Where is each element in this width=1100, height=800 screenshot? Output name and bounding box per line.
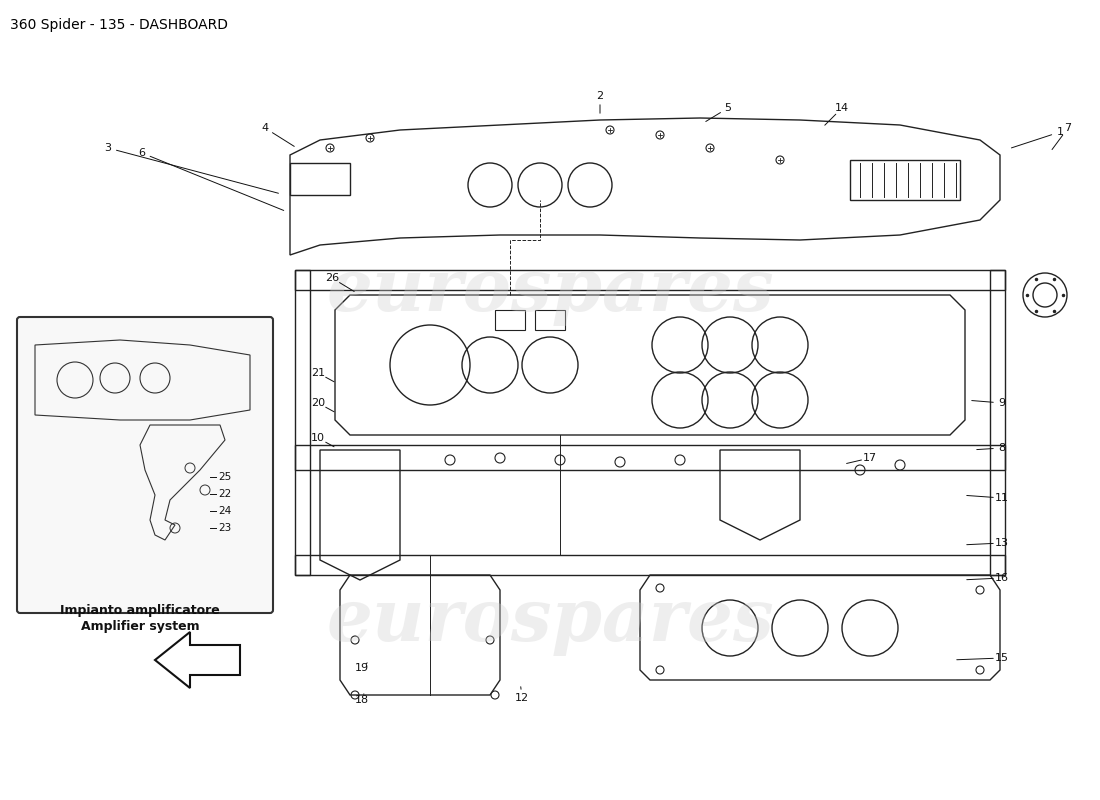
Text: 20: 20 bbox=[311, 398, 326, 408]
Polygon shape bbox=[155, 632, 240, 688]
Bar bbox=[850, 160, 960, 200]
Text: 2: 2 bbox=[596, 91, 604, 101]
Text: 6: 6 bbox=[139, 148, 145, 158]
Text: Amplifier system: Amplifier system bbox=[80, 620, 199, 633]
Text: 4: 4 bbox=[262, 123, 268, 133]
Text: 3: 3 bbox=[104, 143, 111, 153]
Text: 15: 15 bbox=[996, 653, 1009, 663]
Bar bbox=[290, 163, 350, 195]
Text: 19: 19 bbox=[355, 663, 370, 673]
Text: 11: 11 bbox=[996, 493, 1009, 503]
Text: 16: 16 bbox=[996, 573, 1009, 583]
Text: 25: 25 bbox=[218, 472, 231, 482]
Bar bbox=[535, 310, 565, 330]
Text: 9: 9 bbox=[999, 398, 1005, 408]
Text: 23: 23 bbox=[218, 523, 231, 533]
Text: 26: 26 bbox=[324, 273, 339, 283]
Text: 17: 17 bbox=[862, 453, 877, 463]
Text: 7: 7 bbox=[1065, 123, 1071, 133]
Text: eurospares: eurospares bbox=[327, 585, 773, 655]
Text: 13: 13 bbox=[996, 538, 1009, 548]
Text: 24: 24 bbox=[218, 506, 231, 516]
Text: 18: 18 bbox=[355, 695, 370, 705]
Text: 8: 8 bbox=[999, 443, 1005, 453]
Text: 360 Spider - 135 - DASHBOARD: 360 Spider - 135 - DASHBOARD bbox=[10, 18, 228, 32]
FancyBboxPatch shape bbox=[16, 317, 273, 613]
Text: 12: 12 bbox=[515, 693, 529, 703]
Text: 22: 22 bbox=[218, 489, 231, 499]
Text: 1: 1 bbox=[1056, 127, 1064, 137]
Text: 10: 10 bbox=[311, 433, 324, 443]
Text: 14: 14 bbox=[835, 103, 849, 113]
Text: Impianto amplificatore: Impianto amplificatore bbox=[60, 604, 220, 617]
Text: 5: 5 bbox=[725, 103, 732, 113]
Text: eurospares: eurospares bbox=[327, 254, 773, 326]
Text: 21: 21 bbox=[311, 368, 326, 378]
Bar bbox=[495, 310, 525, 330]
